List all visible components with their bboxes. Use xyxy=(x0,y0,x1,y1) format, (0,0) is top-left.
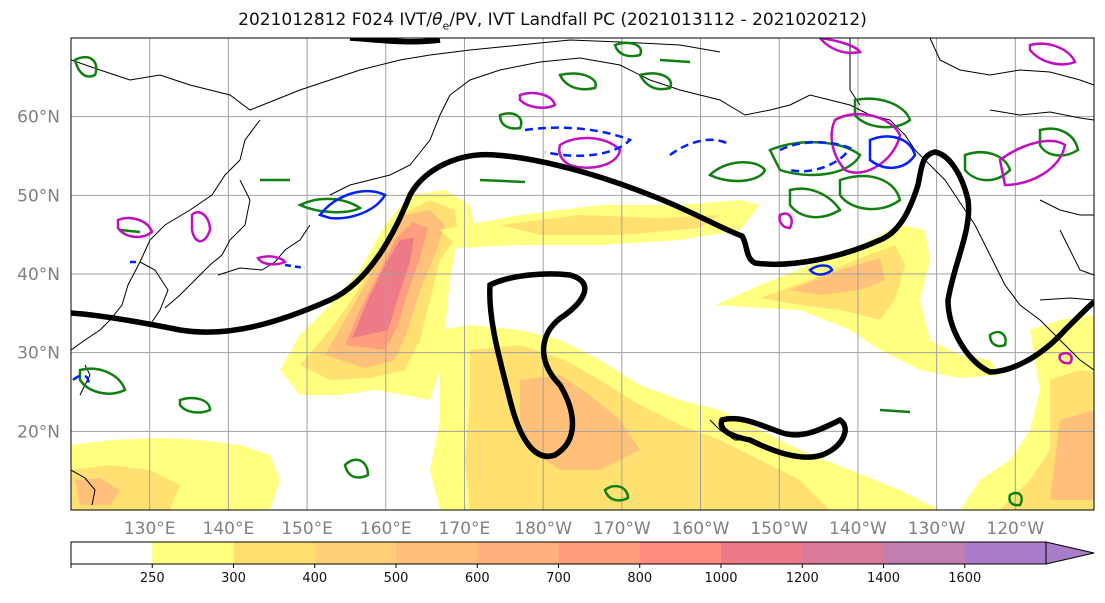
colorbar-label-1: 300 xyxy=(221,571,246,586)
lon-label-5: 180°W xyxy=(514,519,572,539)
colorbar-swatch-0 xyxy=(71,542,153,564)
gridlines xyxy=(71,38,1094,510)
latitude-labels: 60°N 50°N 40°N 30°N 20°N xyxy=(17,108,60,443)
lon-label-4: 170°E xyxy=(439,519,491,539)
colorbar-label-10: 1600 xyxy=(948,571,981,586)
colorbar-swatch-8 xyxy=(721,542,803,564)
ivt-landfall-pc-contour xyxy=(71,38,1094,460)
theta-e-contours xyxy=(73,41,1080,507)
colorbar-swatch-10 xyxy=(883,542,966,564)
longitude-labels: 130°E 140°E 150°E 160°E 170°E 180°W 170°W 160°W… xyxy=(124,519,1045,539)
colorbar: 250 300 400 500 600 700 800 1000 1200 1400 1600 xyxy=(70,541,1095,586)
map-title: 2021012812 F024 IVT/θe/PV, IVT Landfall … xyxy=(238,10,867,33)
lon-label-10: 130°W xyxy=(908,519,966,539)
ivt-shading xyxy=(71,190,1094,510)
colorbar-label-0: 250 xyxy=(140,571,165,586)
colorbar-swatch-3 xyxy=(314,542,397,564)
colorbar-swatch-9 xyxy=(802,542,884,564)
lon-label-11: 120°W xyxy=(986,519,1044,539)
colorbar-label-5: 700 xyxy=(546,571,571,586)
lat-label-2: 40°N xyxy=(17,265,60,285)
colorbar-label-3: 500 xyxy=(384,571,409,586)
lon-label-8: 150°W xyxy=(750,519,808,539)
colorbar-swatch-2 xyxy=(233,542,316,564)
colorbar-swatch-5 xyxy=(477,542,559,564)
colorbar-swatch-7 xyxy=(639,542,722,564)
lon-label-2: 150°E xyxy=(281,519,333,539)
colorbar-swatch-4 xyxy=(396,542,478,564)
lat-label-1: 50°N xyxy=(17,186,60,206)
lon-label-9: 140°W xyxy=(829,519,887,539)
pv-negative-contours xyxy=(72,126,917,385)
colorbar-swatch-6 xyxy=(558,542,641,564)
pv-positive-contours xyxy=(116,38,1077,365)
colorbar-label-2: 400 xyxy=(302,571,327,586)
colorbar-label-6: 800 xyxy=(627,571,652,586)
plot-frame xyxy=(70,37,1095,511)
lon-label-3: 160°E xyxy=(360,519,412,539)
colorbar-swatch-1 xyxy=(152,542,234,564)
colorbar-swatch-11 xyxy=(964,542,1047,564)
colorbar-extend-arrow xyxy=(1045,541,1095,565)
lon-label-1: 140°E xyxy=(203,519,255,539)
colorbar-label-9: 1400 xyxy=(867,571,900,586)
lat-label-0: 60°N xyxy=(17,108,60,128)
lon-label-6: 170°W xyxy=(593,519,651,539)
colorbar-label-4: 600 xyxy=(465,571,490,586)
lat-label-4: 20°N xyxy=(17,422,60,442)
lon-label-0: 130°E xyxy=(124,519,176,539)
lon-label-7: 160°W xyxy=(672,519,730,539)
colorbar-label-8: 1200 xyxy=(786,571,819,586)
lat-label-3: 30°N xyxy=(17,344,60,364)
colorbar-label-7: 1000 xyxy=(704,571,737,586)
